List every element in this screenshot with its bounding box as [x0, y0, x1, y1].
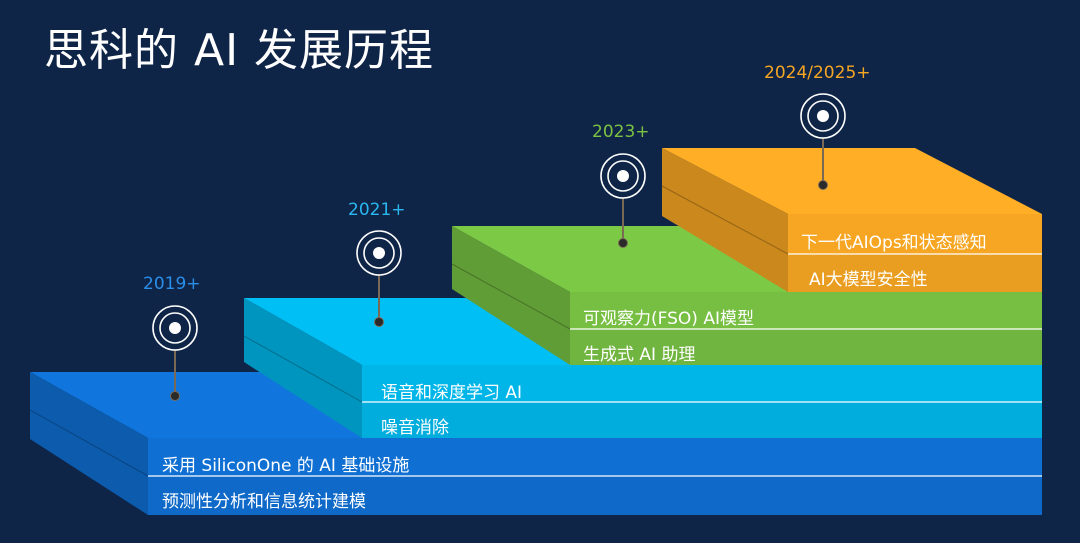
step1-side-divider — [29, 409, 149, 477]
step4-item-1: 下一代AIOps和状态感知 — [801, 233, 987, 253]
step2-front-upper — [362, 365, 1042, 402]
step3-item-1: 可观察力(FSO) AI模型 — [583, 309, 754, 329]
step3-side-divider — [451, 263, 571, 330]
step3-front-lower — [570, 329, 1042, 365]
marker-2023 — [600, 153, 646, 248]
step3-item-2: 生成式 AI 助理 — [583, 345, 696, 365]
step2-item-1: 语音和深度学习 AI — [381, 383, 523, 403]
year-label-2021: 2021+ — [348, 200, 406, 220]
step4-top — [662, 148, 1042, 214]
step3-side — [452, 226, 570, 365]
step1-item-1: 采用 SiliconOne 的 AI 基础设施 — [162, 456, 410, 476]
step1-front-lower — [148, 476, 1042, 515]
page-title: 思科的 AI 发展历程 — [44, 25, 435, 76]
step1-item-2: 预测性分析和信息统计建模 — [162, 492, 366, 512]
year-label-2024-2025: 2024/2025+ — [764, 63, 871, 83]
year-label-2023: 2023+ — [592, 122, 650, 142]
step4-front-lower — [788, 254, 1042, 292]
marker-2024-2025 — [800, 93, 846, 190]
step4-front-upper — [788, 214, 1042, 254]
marker-2021 — [356, 230, 402, 327]
step4-side-divider — [661, 185, 789, 255]
step1-front-upper — [148, 438, 1042, 476]
marker-2019 — [152, 305, 198, 401]
step2-side — [244, 298, 362, 438]
step2-side-divider — [243, 335, 363, 403]
step4-item-2: AI大模型安全性 — [809, 270, 928, 290]
step3-front-upper — [570, 292, 1042, 329]
year-label-2019: 2019+ — [143, 274, 201, 294]
step2-front-lower — [362, 402, 1042, 438]
step2-item-2: 噪音消除 — [381, 418, 449, 438]
